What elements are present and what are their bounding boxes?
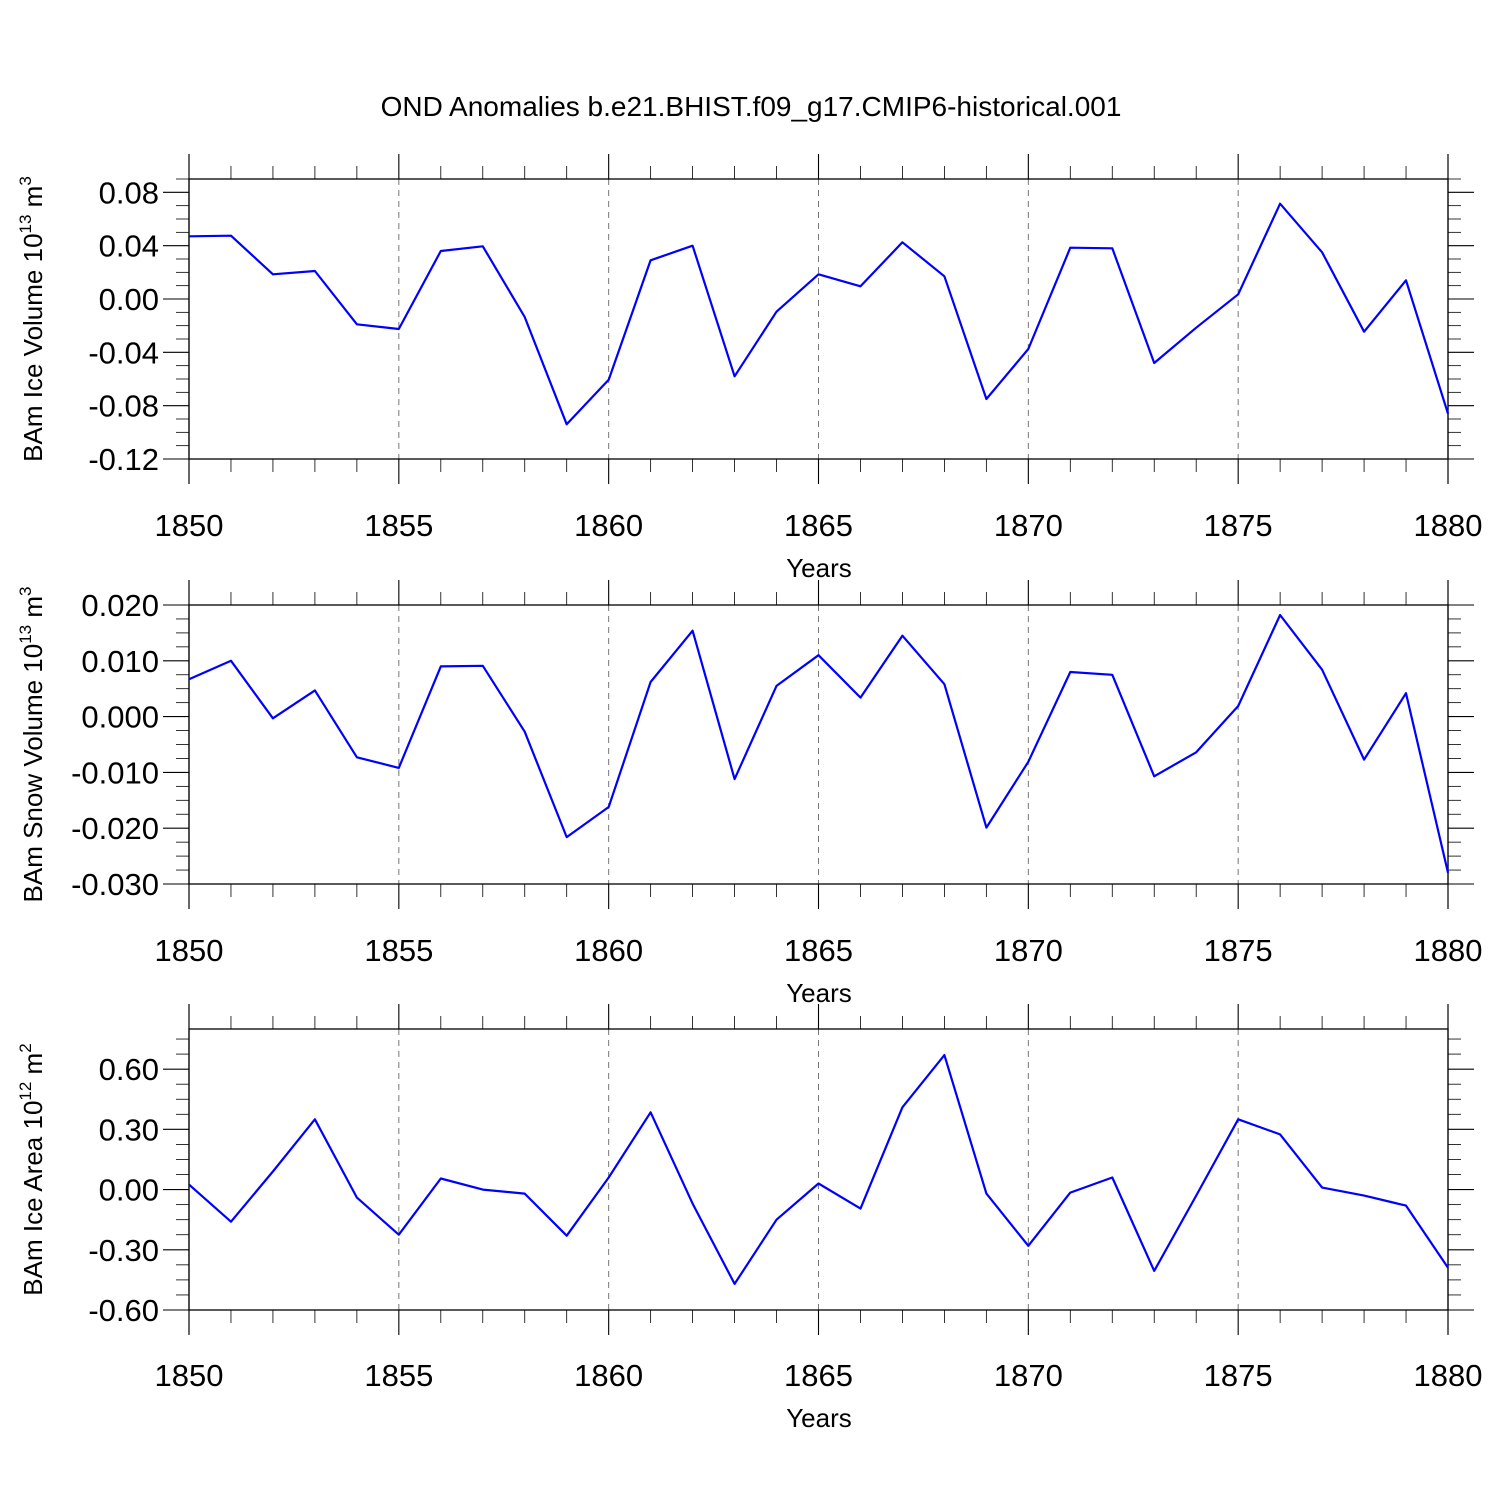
x-tick-label: 1865 xyxy=(784,508,853,543)
x-tick-label: 1870 xyxy=(994,933,1063,968)
panel-3: -0.60 -0.30 0.00 0.30 0.60 1850 1855 1860 1865 18… xyxy=(16,1004,1482,1433)
x-tick-label: 1870 xyxy=(994,508,1063,543)
y-axis-label: BAm Ice Volume 1013 m3 xyxy=(16,176,48,462)
x-tick-label: 1855 xyxy=(364,933,433,968)
y-tick-label: -0.30 xyxy=(88,1233,159,1268)
figure-title: OND Anomalies b.e21.BHIST.f09_g17.CMIP6-… xyxy=(381,91,1122,122)
x-tick-label: 1860 xyxy=(574,933,643,968)
y-tick-label: 0.04 xyxy=(99,229,159,264)
y-tick-label: -0.08 xyxy=(88,389,159,424)
panel-1: -0.12 -0.08 -0.04 0.00 0.04 0.08 1850 1855 1860 1… xyxy=(16,154,1482,583)
panel-2: -0.030 -0.020 -0.010 0.000 0.010 0.020 1850 185… xyxy=(16,580,1482,1008)
x-tick-label: 1880 xyxy=(1414,933,1483,968)
y-tick-label: -0.030 xyxy=(71,867,159,902)
series-line xyxy=(188,202,1450,426)
y-tick-label: -0.010 xyxy=(71,755,159,790)
y-tick-label: 0.08 xyxy=(99,175,159,210)
x-tick-label: 1850 xyxy=(155,933,224,968)
x-tick-label: 1880 xyxy=(1414,508,1483,543)
y-tick-label: 0.020 xyxy=(81,588,159,623)
y-tick-label: 0.010 xyxy=(81,644,159,679)
y-tick-label: -0.020 xyxy=(71,811,159,846)
x-tick-label: 1850 xyxy=(155,1358,224,1393)
y-tick-label: 0.60 xyxy=(99,1052,159,1087)
y-tick-label: -0.04 xyxy=(88,335,159,370)
y-tick-label: 0.00 xyxy=(99,282,159,317)
plot-frame xyxy=(188,1028,1449,1311)
x-tick-label: 1870 xyxy=(994,1358,1063,1393)
x-tick-label: 1865 xyxy=(784,933,853,968)
x-tick-label: 1880 xyxy=(1414,1358,1483,1393)
x-tick-label: 1875 xyxy=(1204,933,1273,968)
x-tick-label: 1860 xyxy=(574,508,643,543)
y-axis-label: BAm Snow Volume 1013 m3 xyxy=(16,587,48,903)
plot-frame xyxy=(188,178,1449,460)
y-tick-label: 0.30 xyxy=(99,1112,159,1147)
y-tick-label: 0.000 xyxy=(81,700,159,735)
series-line xyxy=(188,613,1450,874)
y-tick-label: -0.12 xyxy=(88,442,159,477)
x-tick-label: 1855 xyxy=(364,508,433,543)
x-tick-label: 1855 xyxy=(364,1358,433,1393)
x-axis-label: Years xyxy=(786,1403,852,1433)
x-tick-label: 1860 xyxy=(574,1358,643,1393)
y-tick-label: -0.60 xyxy=(88,1293,159,1328)
y-tick-label: 0.00 xyxy=(99,1173,159,1208)
x-axis-label: Years xyxy=(786,978,852,1008)
panels: -0.12 -0.08 -0.04 0.00 0.04 0.08 1850 1855 1860 1… xyxy=(16,154,1482,1433)
x-tick-label: 1875 xyxy=(1204,508,1273,543)
x-tick-label: 1850 xyxy=(155,508,224,543)
x-axis-label: Years xyxy=(786,553,852,583)
y-axis-label: BAm Ice Area 1012 m2 xyxy=(16,1043,48,1295)
x-tick-label: 1875 xyxy=(1204,1358,1273,1393)
x-tick-label: 1865 xyxy=(784,1358,853,1393)
plot-frame xyxy=(188,604,1449,885)
series-line xyxy=(188,1053,1449,1286)
